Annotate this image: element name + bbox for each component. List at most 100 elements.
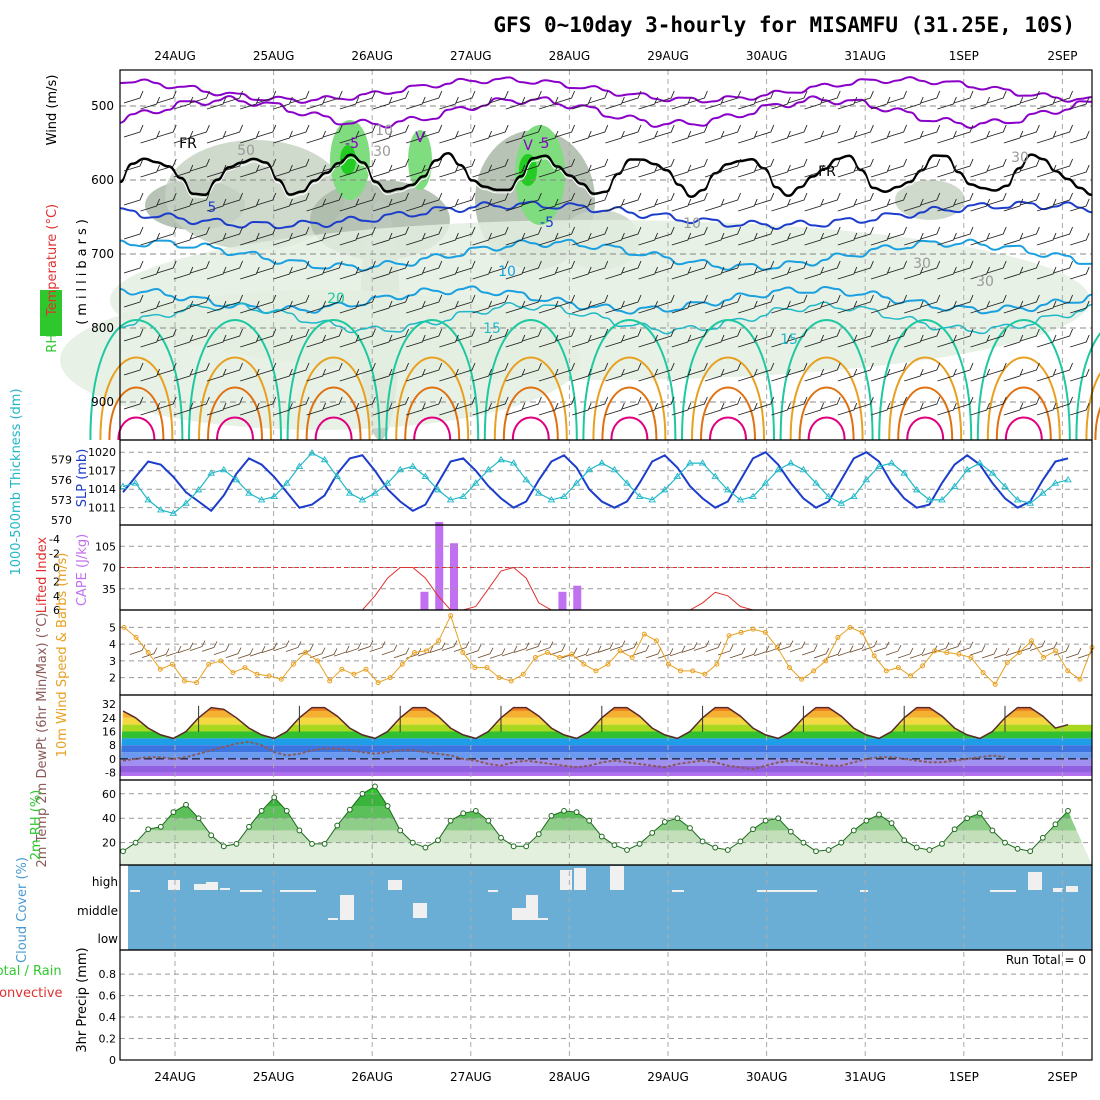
wind-barb xyxy=(538,300,559,314)
wind-barb xyxy=(721,226,742,240)
wind-barb xyxy=(821,90,841,104)
wind-barb xyxy=(854,158,874,172)
wind-speed-point xyxy=(1029,638,1034,644)
wind-barb xyxy=(754,328,775,342)
wind-speed-point xyxy=(871,653,877,659)
thickness-marker xyxy=(963,465,971,473)
wind-barb xyxy=(572,232,592,246)
wind-speed-point xyxy=(653,638,659,644)
temperature-arch xyxy=(906,416,945,441)
temperature-arch xyxy=(681,319,775,441)
ytick-label: 900 xyxy=(91,395,114,409)
thickness-marker xyxy=(232,475,241,483)
cloud-block xyxy=(280,890,316,892)
wind-barb xyxy=(206,130,227,144)
rh-point xyxy=(472,807,479,814)
rh-point xyxy=(939,840,945,847)
wind-barb xyxy=(605,334,625,348)
thickness-marker xyxy=(283,479,291,486)
wind-barb xyxy=(920,192,941,206)
temperature-arch xyxy=(976,319,1071,441)
wind-barb xyxy=(406,198,426,212)
rh-point xyxy=(712,844,719,851)
cloud-block xyxy=(488,890,498,892)
contour-label: 50 xyxy=(237,143,255,159)
wind-barb xyxy=(821,328,841,342)
wind-barb xyxy=(289,192,310,206)
wind-barb xyxy=(190,226,210,240)
ytick-left: 2 xyxy=(53,576,60,589)
thickness-marker xyxy=(472,479,480,486)
grid-layer xyxy=(120,70,1092,1061)
rh-point xyxy=(195,815,202,822)
rh-point xyxy=(510,843,517,850)
wind-speed-point xyxy=(666,661,671,667)
rh-band xyxy=(120,818,1092,831)
wind-barb xyxy=(655,158,675,172)
rh-point xyxy=(737,838,744,845)
wind-speed-point xyxy=(750,626,756,632)
wind-barb xyxy=(356,90,376,104)
wind-barb xyxy=(223,260,244,274)
wind-barb xyxy=(1036,164,1057,178)
wind-speed-point xyxy=(823,658,829,664)
wind-barb xyxy=(688,294,708,308)
wind-barb xyxy=(289,90,310,104)
wind-barb xyxy=(555,294,576,308)
wind-barb xyxy=(505,334,526,348)
rh-point xyxy=(271,794,278,801)
rh-point xyxy=(661,818,668,825)
thickness-marker xyxy=(673,472,682,479)
rh-legend-swatch xyxy=(40,290,62,336)
thickness-marker xyxy=(799,465,808,473)
wind-barb xyxy=(306,300,327,314)
thickness-marker xyxy=(686,459,694,466)
thickness-marker xyxy=(396,465,404,473)
temperature-arch xyxy=(511,416,550,441)
cloud-block xyxy=(990,890,1016,892)
thickness-marker xyxy=(535,489,543,496)
wind-barb xyxy=(887,90,908,104)
ylabel: 2m RH (%) xyxy=(29,790,44,861)
wind-barb xyxy=(306,402,327,416)
wind-barb xyxy=(738,402,758,416)
wind-barb xyxy=(455,124,476,138)
wind-barb xyxy=(323,362,343,376)
wind-barb xyxy=(688,226,708,240)
wind-barb xyxy=(804,334,825,348)
wind-speed-point xyxy=(448,613,454,619)
wind-barb-10m xyxy=(417,645,434,657)
temperature-arch xyxy=(610,416,649,441)
wind-barb xyxy=(406,164,426,178)
wind-speed-point xyxy=(617,648,623,654)
wind-barb xyxy=(721,396,742,410)
wind-barb xyxy=(406,300,426,314)
wind-barb xyxy=(422,90,443,104)
wind-barb xyxy=(721,294,742,308)
cloud-block xyxy=(340,895,354,920)
temp-line xyxy=(122,706,1069,740)
thickness-marker xyxy=(623,479,631,486)
wind-barb xyxy=(173,402,194,416)
wind-barb xyxy=(870,96,891,110)
wind-barb xyxy=(704,402,725,416)
wind-barb xyxy=(854,396,874,410)
date-label-top: 29AUG xyxy=(647,49,689,63)
wind-barb xyxy=(173,266,194,280)
temperature-arch xyxy=(995,386,1052,441)
thickness-marker xyxy=(346,489,354,496)
wind-barb xyxy=(289,396,310,410)
wind-barb xyxy=(970,266,991,280)
wind-barb xyxy=(240,164,260,178)
wind-barb xyxy=(489,362,509,376)
wind-barb xyxy=(837,164,858,178)
wind-barb xyxy=(555,124,576,138)
wind-barb xyxy=(605,266,625,280)
wind-barb xyxy=(256,396,277,410)
wind-barb xyxy=(688,260,708,274)
cloud-block xyxy=(328,918,338,920)
wind-barb xyxy=(970,334,991,348)
ytick-right: 105 xyxy=(95,540,116,553)
wind-barb xyxy=(1070,130,1090,144)
ylabel-precip: 3hr Precip (mm) xyxy=(75,947,90,1052)
